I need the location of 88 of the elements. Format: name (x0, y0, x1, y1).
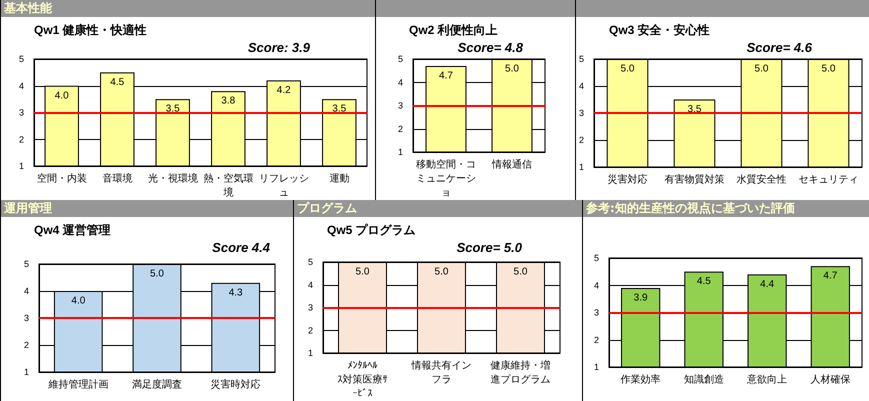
y-tick-label: 5 (308, 257, 313, 267)
chart-subtitle: Score 4.4 (212, 240, 271, 255)
data-label: 4.4 (760, 278, 775, 290)
x-tick-label: 災害対応 (608, 174, 648, 186)
chart-title: Qw2 利便性向上 (409, 23, 498, 37)
x-tick-label: 運動 (329, 172, 350, 184)
x-tick-label: 維持管理計画 (47, 378, 108, 390)
y-tick-label: 5 (594, 253, 599, 263)
data-label: 4.3 (228, 287, 244, 298)
x-tick-label: 知識創造 (684, 374, 724, 386)
x-tick-label: 満足度調査 (132, 378, 182, 390)
y-tick-label: 3 (308, 302, 313, 312)
y-tick-label: 1 (578, 162, 584, 172)
data-label: 5.0 (356, 266, 370, 278)
y-tick-label: 3 (398, 100, 403, 110)
y-tick-label: 2 (594, 334, 599, 345)
y-tick-label: 3 (18, 108, 24, 118)
x-tick-label: 健康維持・増進プログラム (490, 360, 550, 386)
text: 参考:知的生産性の視点に基づいた評価 (585, 200, 795, 217)
y-tick-label: 3 (24, 313, 29, 323)
y-tick-label: 4 (24, 286, 29, 296)
chart-title: Qw5 プログラム (327, 223, 416, 237)
text: 運用管理 (3, 200, 52, 217)
y-tick-label: 5 (398, 54, 403, 64)
x-tick-label: ﾒﾝﾀﾙﾍﾙｽ対策医療ｻｰﾋﾞｽ (338, 360, 388, 400)
y-tick-label: 5 (24, 259, 29, 269)
x-tick-label: リフレッシュ (258, 174, 309, 198)
chart-subtitle: Score= 4.6 (746, 40, 813, 55)
y-tick-label: 4 (594, 280, 599, 290)
text: 基本性能 (3, 0, 52, 17)
y-tick-label: 4 (578, 81, 584, 91)
data-label: 4.0 (54, 90, 70, 102)
x-tick-label: 有害物質対策 (664, 174, 725, 186)
data-label: 5.0 (754, 64, 769, 74)
y-tick-label: 2 (308, 325, 313, 336)
x-tick-label: 空間・内装 (36, 172, 87, 184)
x-tick-label: 災害時対応 (210, 378, 261, 390)
data-label: 4.5 (696, 276, 712, 288)
data-label: 4.5 (110, 76, 125, 88)
x-tick-label: 意欲向上 (746, 374, 788, 386)
chart-subtitle: Score= 5.0 (456, 240, 523, 255)
x-tick-label: 移動空間・コミュニケーショ (416, 158, 476, 198)
data-label: 4.7 (439, 70, 454, 82)
y-tick-label: 3 (594, 308, 599, 318)
data-label: 3.5 (332, 104, 347, 115)
y-tick-label: 2 (18, 134, 24, 144)
chart-title: Qw3 安全・安心性 (609, 23, 710, 37)
data-label: 5.0 (150, 268, 164, 280)
text: プログラム (296, 200, 357, 217)
data-label: 4.0 (71, 296, 86, 306)
y-tick-label: 1 (24, 367, 29, 377)
data-label: 4.2 (276, 84, 292, 96)
chart-title: Qw1 健康性・快適性 (34, 23, 147, 37)
y-tick-label: 1 (398, 147, 403, 157)
y-tick-label: 1 (308, 348, 313, 358)
y-tick-label: 4 (398, 77, 403, 88)
data-label: 3.5 (688, 104, 702, 115)
data-label: 5.0 (620, 64, 635, 74)
y-tick-label: 5 (578, 54, 584, 64)
x-tick-label: 光・視環境 (148, 172, 198, 184)
chart-title: Qw4 運営管理 (34, 223, 111, 237)
y-tick-label: 4 (18, 80, 24, 91)
x-tick-label: 音環境 (102, 172, 132, 184)
y-tick-label: 3 (578, 108, 584, 118)
y-tick-label: 1 (594, 362, 599, 372)
x-tick-label: 情報通信 (491, 158, 532, 170)
data-label: 5.0 (505, 64, 520, 74)
data-label: 5.0 (822, 64, 836, 74)
chart-subtitle: Score: 3.9 (248, 40, 311, 55)
data-label: 4.7 (823, 270, 838, 282)
x-tick-label: 人材確保 (810, 374, 850, 386)
x-tick-label: 水質安全性 (736, 174, 786, 186)
x-tick-label: セキュリティ (798, 174, 858, 186)
y-tick-label: 2 (24, 340, 29, 350)
y-tick-label: 5 (18, 54, 24, 64)
data-label: 5.0 (434, 266, 449, 278)
data-label: 5.0 (514, 266, 528, 278)
data-label: 3.9 (634, 292, 648, 304)
data-label: 3.8 (221, 96, 236, 107)
y-tick-label: 4 (308, 280, 313, 290)
chart-subtitle: Score= 4.8 (458, 40, 524, 55)
x-tick-label: 作業効率 (620, 374, 661, 386)
y-tick-label: 2 (398, 124, 403, 134)
y-tick-label: 1 (18, 161, 24, 171)
y-tick-label: 2 (578, 135, 584, 145)
data-label: 3.5 (166, 104, 180, 115)
x-tick-label: 熱・空気環境 (203, 172, 254, 198)
x-tick-label: 情報共有インフラ (410, 360, 472, 386)
